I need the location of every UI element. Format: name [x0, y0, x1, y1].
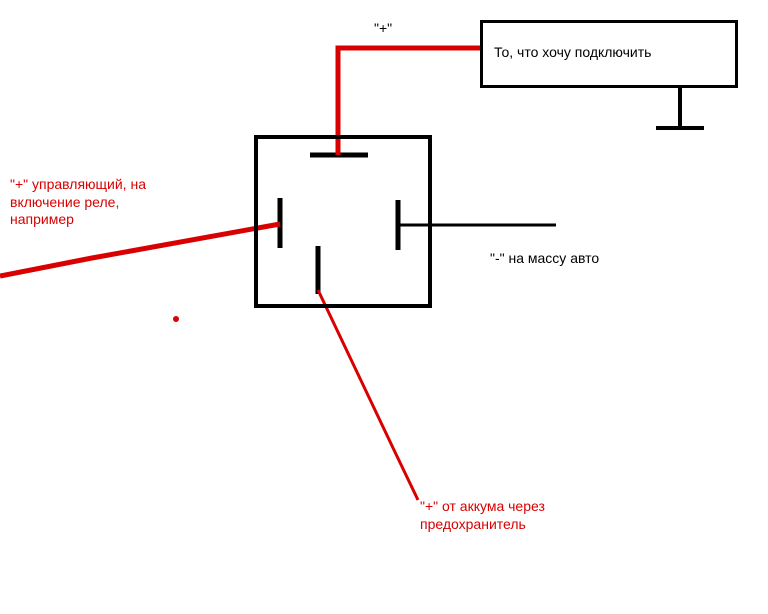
relay-box: [254, 135, 432, 308]
label-mass: "-" на массу авто: [490, 250, 599, 268]
label-fuse: "+" от аккума через предохранитель: [420, 498, 545, 533]
label-control: "+" управляющий, на включение реле, напр…: [10, 176, 146, 229]
device-label: То, что хочу подключить: [494, 44, 651, 62]
wire-fuse: [318, 290, 418, 500]
diagram-canvas: То, что хочу подключить "+" "-" на массу…: [0, 0, 768, 614]
wire-control: [0, 224, 280, 276]
label-plus: "+": [374, 20, 392, 38]
stray-dot: [173, 316, 179, 322]
